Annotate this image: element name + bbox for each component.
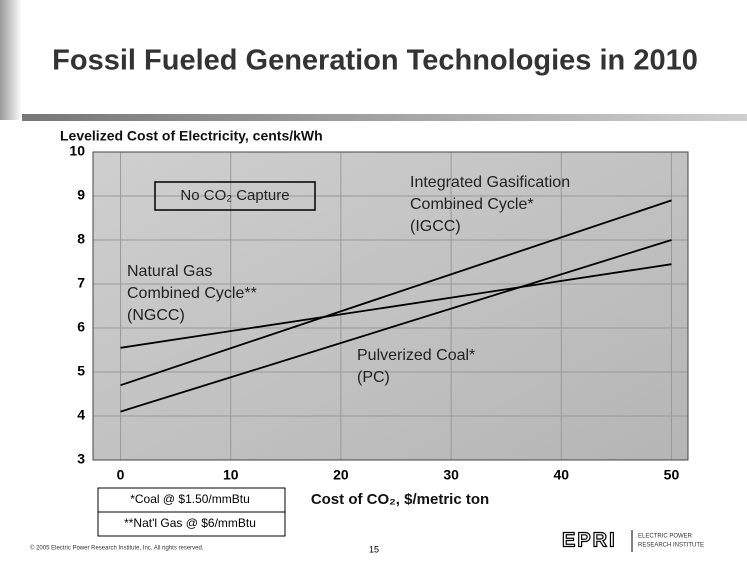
series-line (120, 239, 672, 413)
side-gradient (0, 0, 22, 120)
logo-text: RESEARCH INSTITUTE (638, 543, 704, 549)
y-tick-label: 7 (77, 275, 85, 291)
series-label: (IGCC) (410, 218, 461, 235)
x-tick-label: 30 (443, 467, 459, 483)
y-tick-label: 4 (77, 407, 85, 423)
series-label: Natural Gas (127, 263, 212, 280)
series-line (120, 263, 672, 349)
y-tick-label: 8 (77, 231, 85, 247)
copyright: © 2005 Electric Power Research Institute… (30, 545, 204, 552)
plot: 3 4 5 6 7 8 9 10 0 10 20 30 40 50 Integrated Gasificat… (69, 143, 689, 483)
series-line (120, 199, 672, 387)
page-number: 15 (369, 544, 379, 554)
title-rule (22, 114, 747, 121)
logo-text: ELECTRIC POWER (638, 534, 693, 540)
x-tick-label: 50 (664, 467, 680, 483)
x-tick-label: 10 (223, 467, 239, 483)
title: Fossil Fueled Generation Technologies in… (52, 45, 698, 77)
series-label: Combined Cycle* (410, 196, 534, 213)
y-tick-label: 3 (77, 451, 85, 467)
series-label: (PC) (357, 369, 390, 386)
y-axis-label: Levelized Cost of Electricity, cents/kWh (60, 128, 323, 144)
y-tick-label: 10 (69, 143, 85, 159)
series-label: Combined Cycle** (127, 285, 257, 302)
series-label: Integrated Gasification (410, 174, 570, 191)
series-label: (NGCC) (127, 307, 185, 324)
x-tick-label: 40 (553, 467, 569, 483)
annotation: No CO₂ Capture (180, 187, 289, 204)
y-tick-label: 6 (77, 319, 85, 335)
footnote: **Nat'l Gas @ $6/mmBtu (124, 516, 256, 530)
logo: EPRI (562, 529, 617, 551)
series-label: Pulverized Coal* (357, 347, 475, 364)
y-tick-label: 9 (77, 187, 85, 203)
x-tick-label: 0 (117, 467, 125, 483)
footnote: *Coal @ $1.50/mmBtu (130, 492, 250, 506)
plot-border (92, 151, 689, 461)
annotation-box (154, 181, 316, 211)
x-tick-label: 20 (333, 467, 349, 483)
x-axis-label: Cost of CO₂, $/metric ton (311, 491, 489, 508)
y-tick-label: 5 (77, 363, 85, 379)
